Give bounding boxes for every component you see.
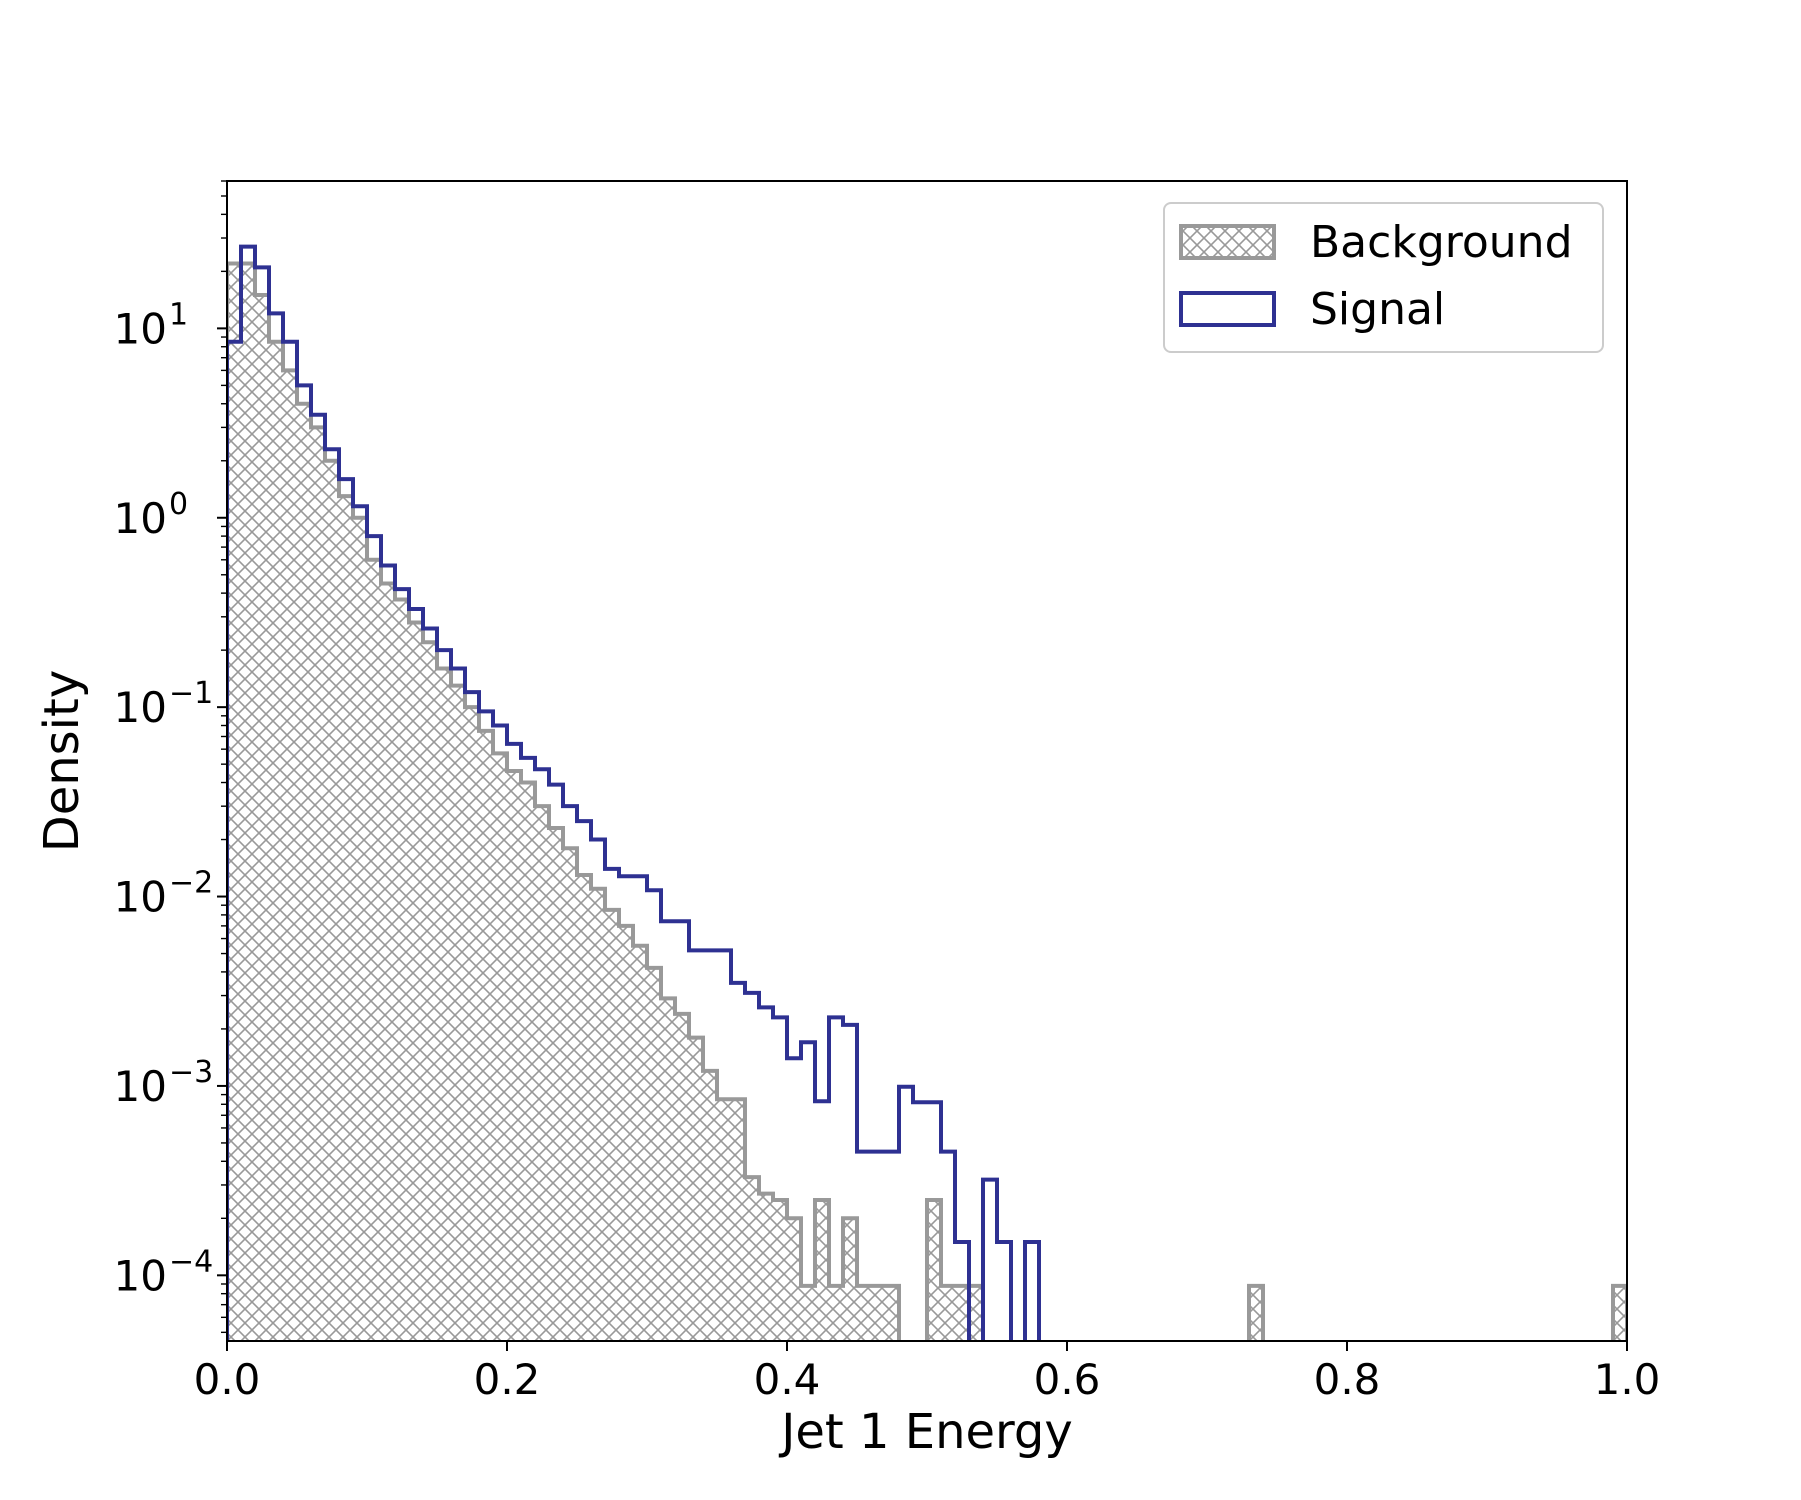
background-bin (1613, 1285, 1627, 1341)
background-bin (703, 1070, 717, 1341)
background-bin (353, 517, 367, 1341)
x-tick-label: 0.8 (1314, 1355, 1381, 1404)
y-tick-label: 10 (114, 1062, 167, 1111)
background-bin (661, 998, 675, 1341)
legend: Background Signal (1163, 202, 1604, 353)
y-tick-exponent: −3 (169, 1055, 213, 1090)
x-tick-label: 0.6 (1034, 1355, 1101, 1404)
background-bin (577, 874, 591, 1341)
background-bin (689, 1037, 703, 1341)
background-bin (451, 685, 465, 1341)
background-bin (269, 341, 283, 1341)
background-bin (241, 263, 255, 1341)
x-axis: 0.0 0.2 0.4 0.6 0.8 1.0 (194, 1341, 1661, 1404)
y-tick-exponent: 1 (169, 297, 188, 332)
background-bin (591, 888, 605, 1341)
background-bin (465, 707, 479, 1341)
y-tick-label: 10 (114, 683, 167, 732)
background-bin (871, 1285, 885, 1341)
legend-label-background: Background (1310, 217, 1573, 268)
background-bin (311, 427, 325, 1341)
background-bin (759, 1193, 773, 1341)
background-bin (535, 806, 549, 1341)
background-bin (549, 828, 563, 1341)
y-tick-exponent: 0 (169, 487, 188, 522)
background-bin (787, 1218, 801, 1341)
y-tick-label: 10 (114, 304, 167, 353)
y-axis-label: Density (34, 670, 90, 852)
background-outline (227, 261, 1627, 1341)
y-tick-label: 10 (114, 873, 167, 922)
background-bin (941, 1285, 955, 1341)
x-tick-label: 0.4 (754, 1355, 821, 1404)
x-tick-label: 0.0 (194, 1355, 261, 1404)
signal-outline (227, 244, 1041, 1341)
background-bin (395, 599, 409, 1341)
plot-area (227, 244, 1627, 1341)
background-bin (521, 782, 535, 1341)
legend-swatch-background (1179, 224, 1276, 260)
background-bin (255, 295, 269, 1341)
background-bin (843, 1218, 857, 1341)
y-tick-exponent: −1 (169, 676, 213, 711)
background-bin (563, 848, 577, 1341)
background-bin (801, 1285, 815, 1341)
background-bin (815, 1199, 829, 1341)
x-tick-label: 1.0 (1594, 1355, 1661, 1404)
series-signal (227, 244, 1041, 1341)
background-bin (367, 559, 381, 1341)
y-tick-label: 10 (114, 494, 167, 543)
background-bin (927, 1199, 941, 1341)
y-tick-exponent: −2 (169, 866, 213, 901)
legend-swatch-signal (1179, 291, 1276, 327)
background-bin (409, 622, 423, 1341)
background-bin (437, 668, 451, 1341)
background-bin (633, 945, 647, 1341)
background-bin (283, 370, 297, 1341)
x-axis-label: Jet 1 Energy (778, 1404, 1073, 1460)
background-bin (339, 496, 353, 1341)
background-bin (479, 730, 493, 1341)
x-tick-label: 0.2 (474, 1355, 541, 1404)
background-bin (423, 642, 437, 1341)
background-bin (829, 1285, 843, 1341)
y-tick-exponent: −4 (169, 1244, 213, 1279)
background-bin (969, 1285, 983, 1341)
background-bin (731, 1099, 745, 1341)
background-bin (857, 1285, 871, 1341)
background-bin (955, 1285, 969, 1341)
background-bin (227, 263, 241, 1341)
background-bin (1249, 1285, 1263, 1341)
legend-label-signal: Signal (1310, 284, 1445, 335)
axes-frame (226, 180, 1628, 1342)
background-bin (885, 1285, 899, 1341)
y-tick-label: 10 (114, 1251, 167, 1300)
background-bin (605, 909, 619, 1341)
background-bin (647, 967, 661, 1341)
background-bin (493, 753, 507, 1341)
background-bin (773, 1199, 787, 1341)
background-bin (717, 1099, 731, 1341)
background-bin (507, 771, 521, 1341)
background-bin (619, 925, 633, 1341)
background-bin (381, 583, 395, 1341)
background-bin (325, 460, 339, 1341)
background-bin (297, 403, 311, 1341)
series-background (227, 261, 1627, 1341)
background-bin (745, 1177, 759, 1341)
background-bin (675, 1013, 689, 1341)
